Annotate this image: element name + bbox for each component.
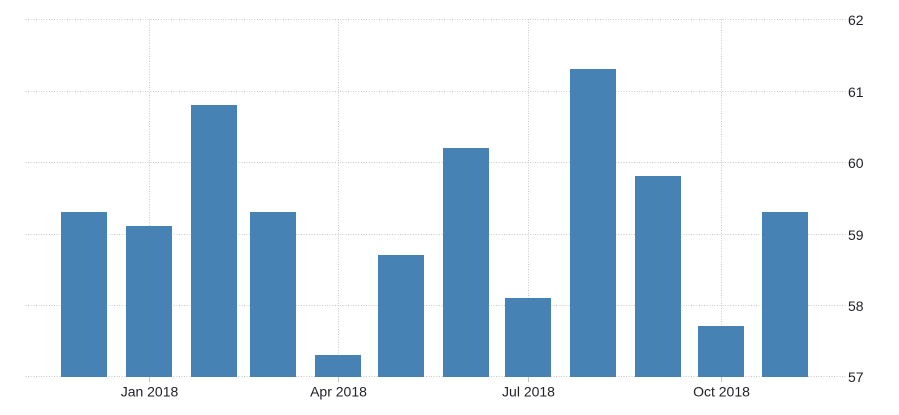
svg-text:62: 62 [848, 12, 864, 28]
svg-text:58: 58 [848, 298, 864, 314]
svg-text:60: 60 [848, 155, 864, 171]
svg-text:59: 59 [848, 227, 864, 243]
svg-text:57: 57 [848, 369, 864, 385]
svg-text:Jul 2018: Jul 2018 [502, 384, 555, 400]
svg-text:Oct 2018: Oct 2018 [693, 384, 750, 400]
svg-text:Apr 2018: Apr 2018 [310, 384, 367, 400]
svg-text:Jan 2018: Jan 2018 [121, 384, 179, 400]
svg-text:61: 61 [848, 84, 864, 100]
